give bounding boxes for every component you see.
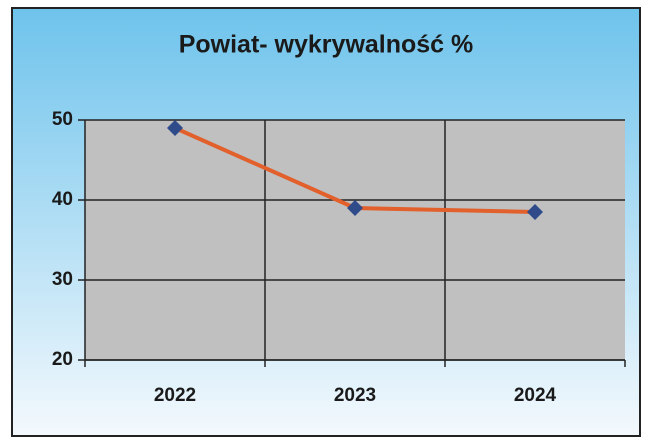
x-tick-label: 2022 bbox=[154, 385, 196, 406]
marker bbox=[347, 200, 363, 216]
y-tick-label: 50 bbox=[52, 109, 73, 130]
marker bbox=[527, 204, 543, 220]
chart-title: Powiat- wykrywalność % bbox=[179, 31, 474, 59]
x-tick-label: 2023 bbox=[334, 385, 376, 406]
plot-area bbox=[85, 120, 625, 360]
y-tick-label: 20 bbox=[52, 349, 73, 370]
y-tick-label: 30 bbox=[52, 269, 73, 290]
x-tick-label: 2024 bbox=[514, 385, 557, 406]
y-tick-label: 40 bbox=[52, 189, 73, 210]
marker bbox=[167, 120, 183, 136]
